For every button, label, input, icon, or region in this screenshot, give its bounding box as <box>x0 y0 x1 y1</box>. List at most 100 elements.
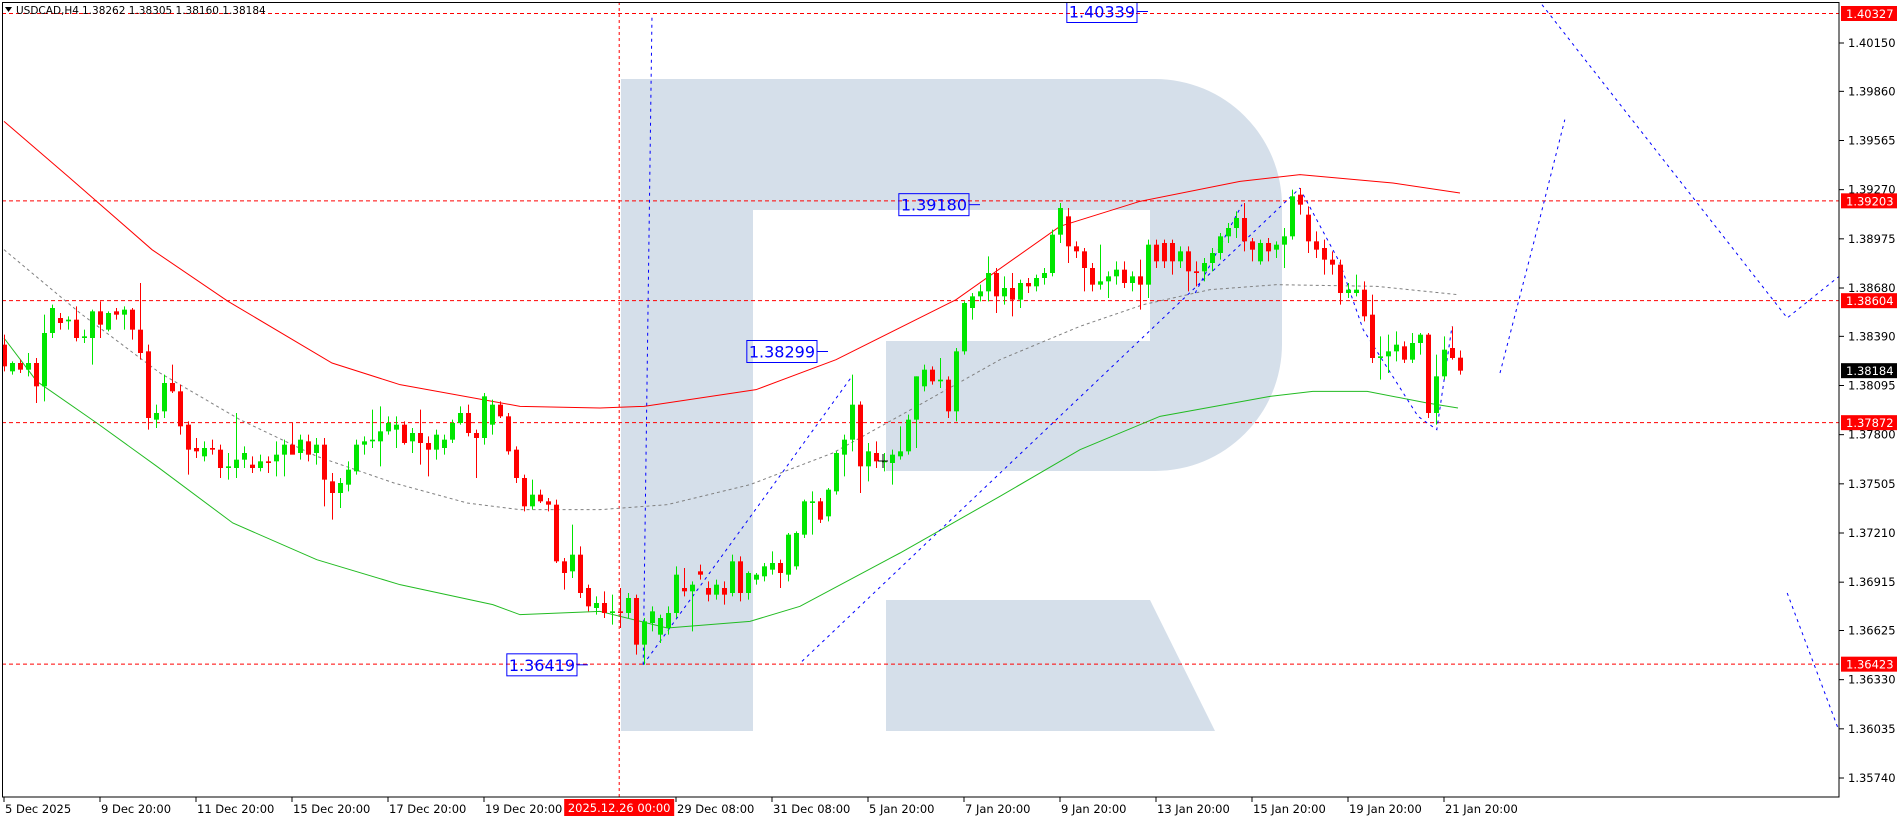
candle-bullish <box>122 306 127 330</box>
time-axis[interactable]: 5 Dec 2025 9 Dec 20:00 11 Dec 20:00 15 Dec … <box>3 797 1518 816</box>
forecast-line[interactable] <box>1786 592 1839 732</box>
candle-body <box>202 448 207 457</box>
candle-bullish <box>914 376 919 448</box>
candle-body <box>250 464 255 468</box>
level-price-tag <box>1841 193 1897 209</box>
price-labels[interactable]: 1.40339 1.39180 1.38299 1.36419 <box>506 1 1148 677</box>
candle-body <box>1282 236 1287 245</box>
candle-body <box>362 441 367 445</box>
candle-body <box>1090 268 1095 285</box>
candle-body <box>194 448 199 452</box>
candle-bullish <box>1226 223 1231 243</box>
price-label-box[interactable]: 1.40339 <box>1066 1 1148 23</box>
candle-bearish <box>402 421 407 445</box>
candle-bearish <box>330 473 335 520</box>
candle-body <box>1330 259 1335 265</box>
candle-body <box>18 363 23 370</box>
x-tick-label: 13 Jan 20:00 <box>1157 802 1230 816</box>
price-label-box[interactable]: 1.39180 <box>898 193 980 217</box>
candle-bullish <box>42 314 47 402</box>
candle-bullish <box>570 524 575 578</box>
candle-bullish <box>1042 268 1047 285</box>
price-label-border <box>506 653 578 677</box>
candle-body <box>178 391 183 427</box>
candle-bearish <box>18 359 23 373</box>
forecast-line[interactable] <box>1499 119 1566 374</box>
price-label-box[interactable]: 1.36419 <box>506 653 588 677</box>
candle-bearish <box>682 568 687 597</box>
forecast-line[interactable] <box>1302 194 1453 431</box>
candle-body <box>1450 348 1455 358</box>
candle-bullish <box>962 301 967 355</box>
moving-averages <box>3 120 1461 629</box>
candle-bullish <box>1146 239 1151 298</box>
candle-bullish <box>906 414 911 455</box>
price-axis[interactable]: 1.40150 1.39860 1.39565 1.39270 1.38975 1.386… <box>1839 6 1897 785</box>
candle-bullish <box>490 399 495 435</box>
plot-area[interactable]: 1.40339 1.39180 1.38299 1.36419 <box>2 1 1839 798</box>
candle-bullish <box>970 293 975 320</box>
candle-bullish <box>882 453 887 472</box>
broker-watermark-logo <box>621 79 1282 731</box>
candle-bullish <box>666 606 671 635</box>
y-tick-label: 1.40150 <box>1848 36 1896 50</box>
candle-body <box>570 554 575 572</box>
level-price-tag-label: 1.37872 <box>1846 416 1894 430</box>
candle-bearish <box>1306 206 1311 253</box>
candle-bullish <box>1178 246 1183 268</box>
candle-bearish <box>146 344 151 430</box>
y-tick-label: 1.36330 <box>1848 673 1896 687</box>
candle-body <box>322 444 327 480</box>
candle-body <box>122 309 127 315</box>
candle-body <box>298 439 303 453</box>
candle-bearish <box>498 401 503 418</box>
candle-bearish <box>1082 248 1087 292</box>
forecast-lines[interactable] <box>642 4 1839 732</box>
candle-body <box>818 501 823 520</box>
candle-bearish <box>946 376 951 418</box>
candle-body <box>754 574 759 580</box>
candle-bearish <box>722 581 727 605</box>
candle-bullish <box>82 329 87 343</box>
forecast-line[interactable] <box>642 376 853 665</box>
candle-bullish <box>282 439 287 477</box>
candle-bullish <box>242 446 247 468</box>
candle-body <box>1082 251 1087 268</box>
candle-body <box>138 329 143 353</box>
candle-body <box>410 433 415 442</box>
candle-bearish <box>266 456 271 473</box>
moving-average-line <box>3 120 1461 409</box>
candle-bullish <box>1410 333 1415 363</box>
logo-stem <box>621 79 753 731</box>
x-tick-label: 19 Dec 20:00 <box>485 802 562 816</box>
price-label-text: 1.38299 <box>749 343 815 362</box>
price-label-border <box>898 193 970 217</box>
candle-bullish <box>162 374 167 418</box>
candle-bullish <box>226 453 231 480</box>
candle-bullish <box>1058 203 1063 243</box>
candle-body <box>674 574 679 613</box>
candle-body <box>898 451 903 457</box>
candle-bullish <box>978 284 983 302</box>
triangle-down-icon[interactable] <box>5 7 12 12</box>
candle-bullish <box>826 488 831 522</box>
candle-bearish <box>1314 231 1319 258</box>
candle-body <box>1058 208 1063 235</box>
mouse-cursor-crosshair-icon <box>878 454 888 468</box>
candle-body <box>170 383 175 392</box>
candle-bearish <box>1194 261 1199 287</box>
level-price-tag-label: 1.39203 <box>1846 194 1894 208</box>
candle-bearish <box>706 581 711 602</box>
candle-body <box>738 561 743 593</box>
candle-body <box>466 413 471 433</box>
candle-bullish <box>258 454 263 472</box>
y-tick-label: 1.37210 <box>1848 526 1896 540</box>
y-tick-label: 1.39860 <box>1848 84 1896 98</box>
forecast-line[interactable] <box>642 14 653 665</box>
candle-bearish <box>138 283 143 360</box>
forecast-line[interactable] <box>801 187 1301 662</box>
candle-body <box>1354 289 1359 293</box>
price-label-box[interactable]: 1.38299 <box>746 340 828 363</box>
forecast-line[interactable] <box>1541 4 1839 319</box>
